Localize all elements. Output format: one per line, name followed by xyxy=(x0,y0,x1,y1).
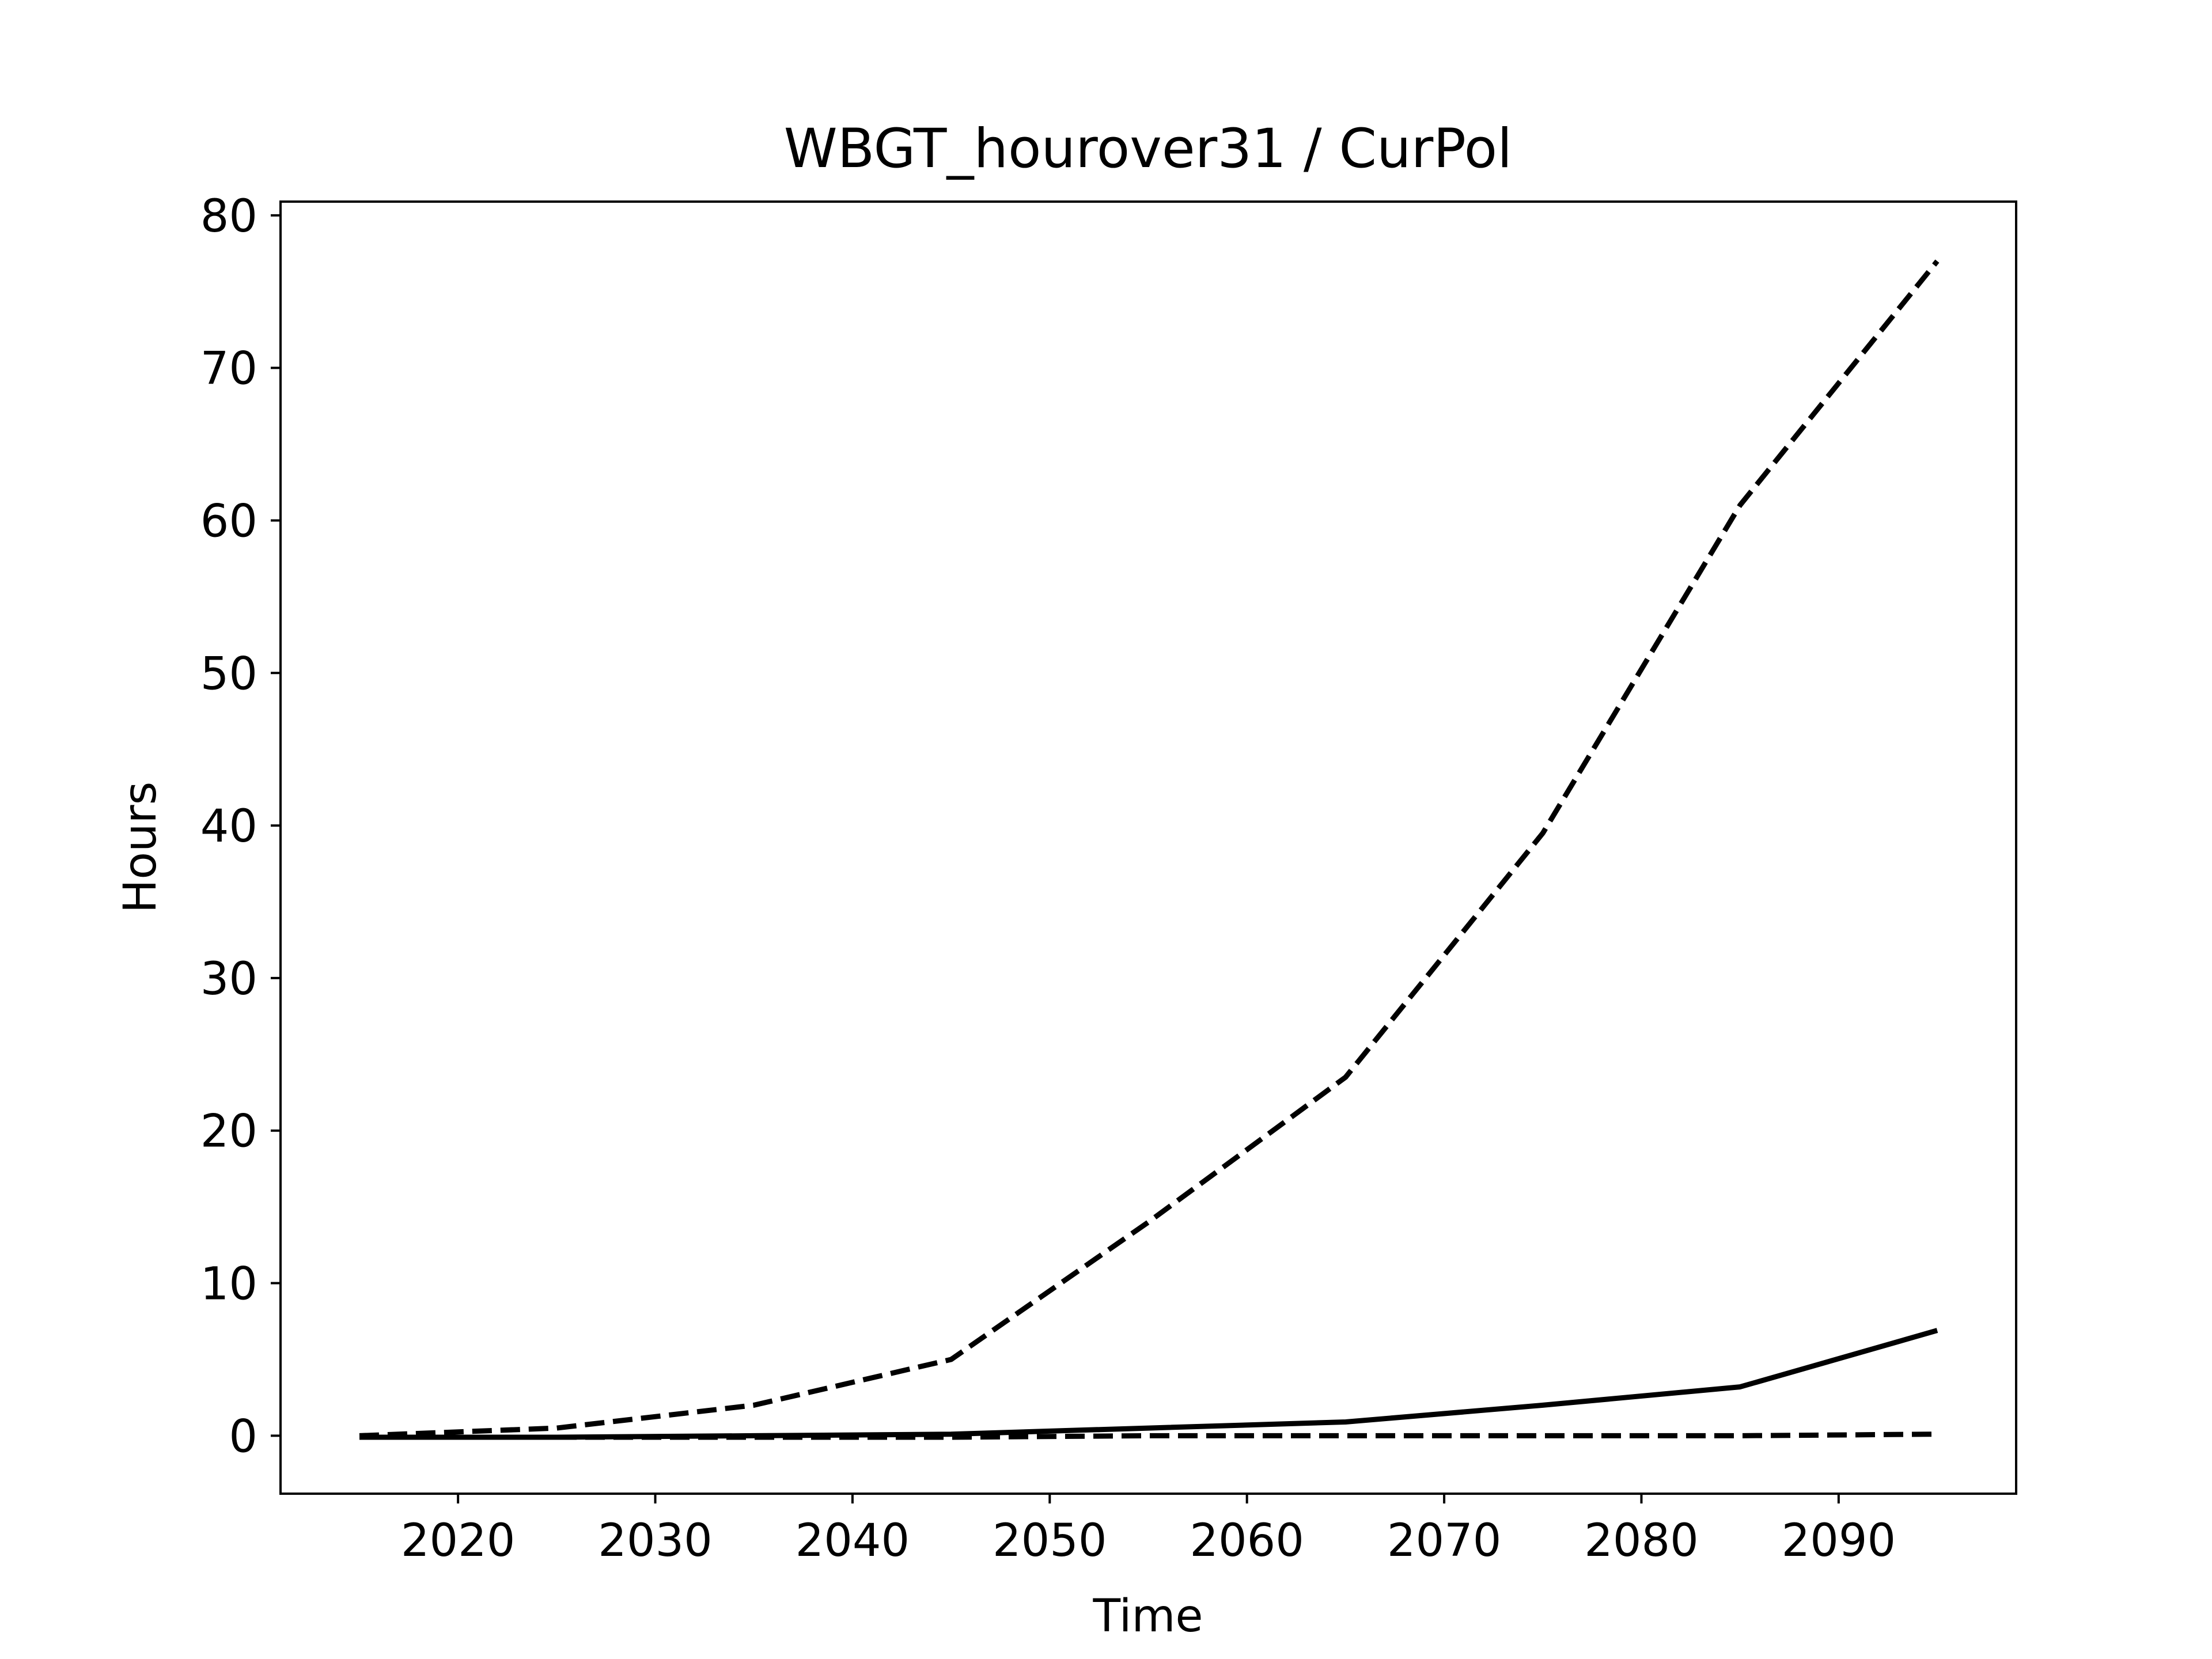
x-tick-label: 2050 xyxy=(993,1515,1107,1567)
x-tick-label: 2070 xyxy=(1387,1515,1502,1567)
y-tick-label: 20 xyxy=(200,1106,257,1158)
y-tick-label: 30 xyxy=(200,953,257,1005)
y-tick-label: 60 xyxy=(200,495,257,547)
x-tick-label: 2060 xyxy=(1190,1515,1304,1567)
series-layer xyxy=(359,259,1940,1440)
y-tick-label: 0 xyxy=(229,1411,257,1463)
x-tick-label: 2020 xyxy=(401,1515,516,1567)
y-tick-label: 70 xyxy=(200,343,257,395)
x-tick-label: 2030 xyxy=(598,1515,713,1567)
y-axis: 0 10 20 30 40 50 60 70 80 xyxy=(200,191,281,1463)
y-tick-label: 40 xyxy=(200,801,257,853)
y-tick-label: 10 xyxy=(200,1259,257,1310)
y-tick-label: 50 xyxy=(200,648,257,700)
y-axis-title: Hours xyxy=(115,782,166,914)
series-line-3 xyxy=(359,1431,1938,1440)
x-axis: 2020 2030 2040 2050 2060 2070 2080 2090 xyxy=(401,1494,1896,1567)
chart-title: WBGT_hourover31 / CurPol xyxy=(784,118,1512,180)
x-tick-label: 2090 xyxy=(1782,1515,1896,1567)
plot-frame xyxy=(279,200,2017,1495)
series-line-1 xyxy=(359,259,1940,1438)
x-axis-title: Time xyxy=(1093,1590,1203,1642)
y-tick-label: 80 xyxy=(200,191,257,243)
x-tick-label: 2080 xyxy=(1584,1515,1699,1567)
x-tick-label: 2040 xyxy=(796,1515,910,1567)
